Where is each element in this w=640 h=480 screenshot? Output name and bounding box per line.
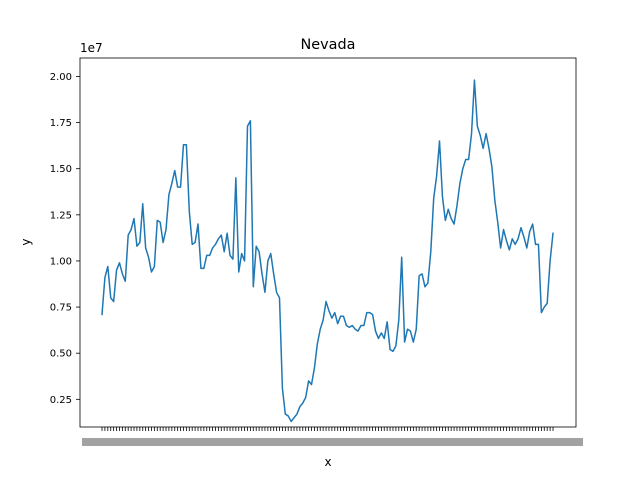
y-tick-label: 2.00 — [50, 72, 72, 83]
x-axis-label: x — [324, 455, 331, 469]
y-tick-label: 1.50 — [50, 164, 72, 175]
y-axis-ticks: 0.25 0.50 0.75 1.00 1.25 1.50 1.75 2.00 — [50, 72, 80, 406]
data-series-line — [101, 79, 554, 423]
y-axis-label: y — [19, 238, 33, 245]
y-tick-label: 1.75 — [50, 118, 72, 129]
plot-frame — [79, 57, 577, 428]
chart-title: Nevada — [301, 37, 356, 53]
x-tick-labels-overlapped — [82, 438, 583, 446]
x-axis-ticks — [82, 427, 583, 446]
y-tick-label: 0.75 — [50, 303, 72, 314]
y-tick-label: 1.00 — [50, 256, 72, 267]
y-tick-label: 0.50 — [50, 349, 72, 360]
y-offset-text: 1e7 — [80, 41, 103, 55]
y-tick-label: 1.25 — [50, 210, 72, 221]
y-tick-label: 0.25 — [50, 395, 72, 406]
